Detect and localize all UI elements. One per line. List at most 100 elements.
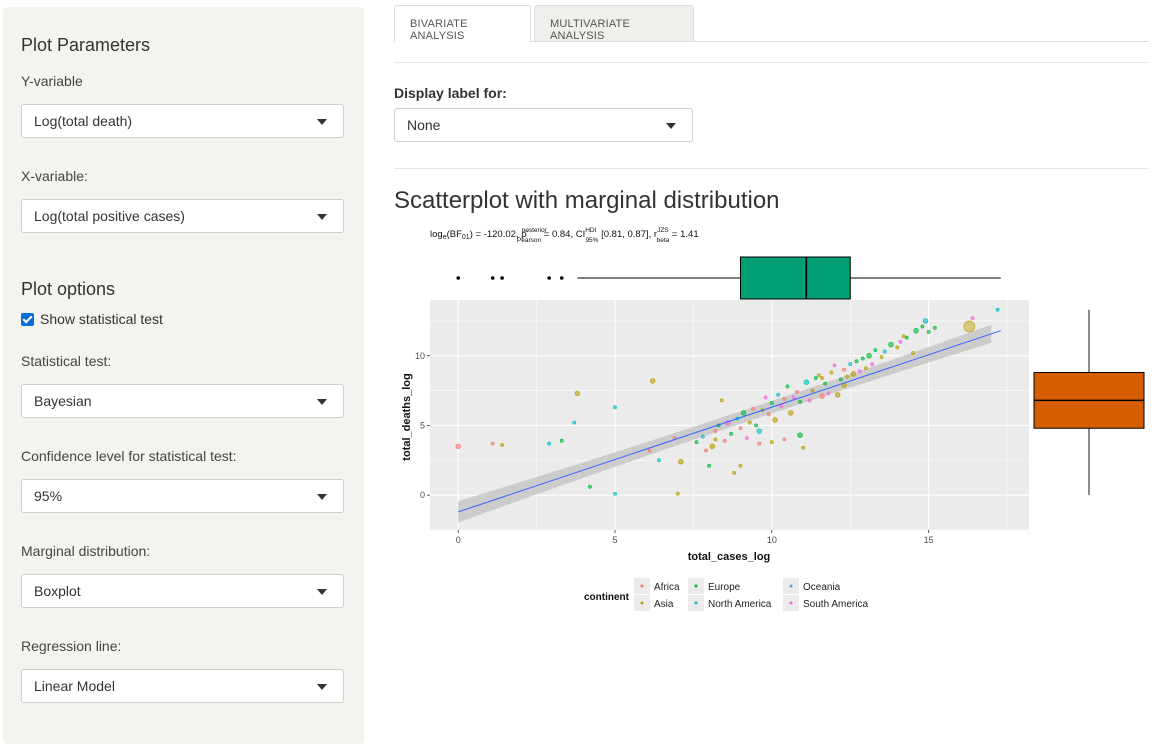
scatter-point xyxy=(740,410,747,416)
sidebar-panel: Plot Parameters Y-variable Log(total dea… xyxy=(3,7,364,744)
x-tick-label: 0 xyxy=(456,535,461,545)
chevron-down-icon xyxy=(317,684,327,690)
display-label-select[interactable]: None xyxy=(394,108,693,142)
scatter-point xyxy=(873,348,878,353)
x-axis-label: total_cases_log xyxy=(688,551,771,563)
tab-bivariate-analysis[interactable]: BIVARIATE ANALYSIS xyxy=(394,5,531,42)
legend-swatch xyxy=(694,584,698,588)
legend-label: South America xyxy=(803,599,868,610)
plot-options-heading: Plot options xyxy=(21,279,116,299)
y-variable-select[interactable]: Log(total death) xyxy=(21,104,344,138)
regression-line-select[interactable]: Linear Model xyxy=(21,669,344,703)
scatter-point xyxy=(888,341,894,348)
legend-label: Africa xyxy=(654,582,680,593)
scatter-point xyxy=(722,438,727,443)
scatter-point xyxy=(870,362,875,367)
x-variable-value: Log(total positive cases) xyxy=(34,208,185,224)
scatter-point xyxy=(782,437,787,442)
scatter-point xyxy=(933,325,937,330)
x-tick-label: 15 xyxy=(924,535,934,545)
scatter-point xyxy=(757,441,762,446)
x-box-iqr xyxy=(739,256,851,300)
x-box-outlier xyxy=(559,276,564,280)
scatter-point xyxy=(803,379,810,385)
scatter-point xyxy=(747,420,752,425)
scatter-point xyxy=(926,330,931,334)
x-variable-label: X-variable: xyxy=(21,168,88,184)
scatter-point xyxy=(763,395,768,400)
y-tick-label: 5 xyxy=(420,420,425,430)
scatter-point xyxy=(678,458,684,465)
chevron-down-icon xyxy=(317,399,327,405)
scatter-point xyxy=(776,392,781,397)
statistical-test-value: Bayesian xyxy=(34,393,92,409)
scatter-point xyxy=(547,441,552,446)
scatter-point xyxy=(864,366,868,371)
axis-ticks: 0 5 10 15 0 5 10 xyxy=(415,351,934,545)
legend-swatch xyxy=(789,601,793,605)
x-tick-label: 10 xyxy=(767,535,777,545)
chart-legend: continent Africa Asia Europe North America O… xyxy=(584,578,868,611)
show-statistical-test-checkbox[interactable] xyxy=(21,312,34,326)
legend-swatch xyxy=(694,601,698,605)
scatter-point xyxy=(700,434,705,439)
tab-divider xyxy=(394,41,1149,42)
confidence-band-area xyxy=(458,324,992,523)
x-box-outlier xyxy=(456,276,461,280)
scatter-point xyxy=(819,393,825,399)
x-variable-select[interactable]: Log(total positive cases) xyxy=(21,199,344,233)
scatter-point xyxy=(879,355,884,360)
scatter-point xyxy=(772,417,778,423)
scatter-point xyxy=(901,334,906,339)
scatter-point xyxy=(719,398,724,403)
scatter-point xyxy=(709,443,715,450)
scatter-point xyxy=(769,440,774,445)
scatter-point xyxy=(834,392,841,398)
scatter-point xyxy=(898,339,903,344)
regression-line-value: Linear Model xyxy=(34,678,115,694)
scatter-point xyxy=(785,384,790,389)
scatter-point xyxy=(810,388,815,393)
regression-line-label: Regression line: xyxy=(21,638,122,654)
statistical-test-select[interactable]: Bayesian xyxy=(21,384,344,418)
plot-title: Scatterplot with marginal distribution xyxy=(394,187,780,214)
y-tick-label: 10 xyxy=(415,351,425,361)
scatter-point xyxy=(911,351,915,355)
tab-multivariate-analysis[interactable]: MULTIVARIATE ANALYSIS xyxy=(534,5,694,42)
marginal-distribution-label: Marginal distribution: xyxy=(21,543,151,559)
scatter-point xyxy=(920,324,925,329)
scatter-point xyxy=(832,363,837,368)
legend-swatch xyxy=(789,584,793,588)
chevron-down-icon xyxy=(317,119,327,125)
y-marginal-boxplot xyxy=(1033,309,1145,496)
scatter-point xyxy=(766,412,771,417)
marginal-distribution-select[interactable]: Boxplot xyxy=(21,574,344,608)
show-statistical-test-row[interactable]: Show statistical test xyxy=(21,311,163,327)
confidence-level-value: 95% xyxy=(34,488,63,504)
scatter-point xyxy=(756,428,762,434)
scatter-point xyxy=(922,318,929,324)
scatter-point xyxy=(694,440,699,445)
scatter-point xyxy=(860,356,865,361)
scatter-point xyxy=(845,374,850,379)
scatter-point xyxy=(795,390,799,394)
scatter-point xyxy=(490,441,495,446)
scatter-point xyxy=(813,376,818,380)
scatter-point xyxy=(882,349,887,354)
chevron-down-icon xyxy=(317,214,327,220)
confidence-level-select[interactable]: 95% xyxy=(21,479,344,513)
scatter-point xyxy=(913,327,919,334)
y-tick-label: 0 xyxy=(420,490,425,500)
scatter-point xyxy=(895,345,900,350)
scatter-point xyxy=(704,448,708,453)
chevron-down-icon xyxy=(317,589,327,595)
scatter-point xyxy=(904,335,909,340)
scatterplot-chart: loge(BF01) = -120.02, ρ̂posterior Pearson… xyxy=(401,227,1145,611)
x-box-outlier xyxy=(500,276,504,280)
scatter-point xyxy=(829,370,834,375)
x-box-outlier xyxy=(490,276,495,280)
plot-parameters-heading: Plot Parameters xyxy=(21,35,151,55)
regression-line-path xyxy=(458,330,1001,513)
scatter-point xyxy=(657,458,661,463)
scatter-point xyxy=(857,369,862,373)
